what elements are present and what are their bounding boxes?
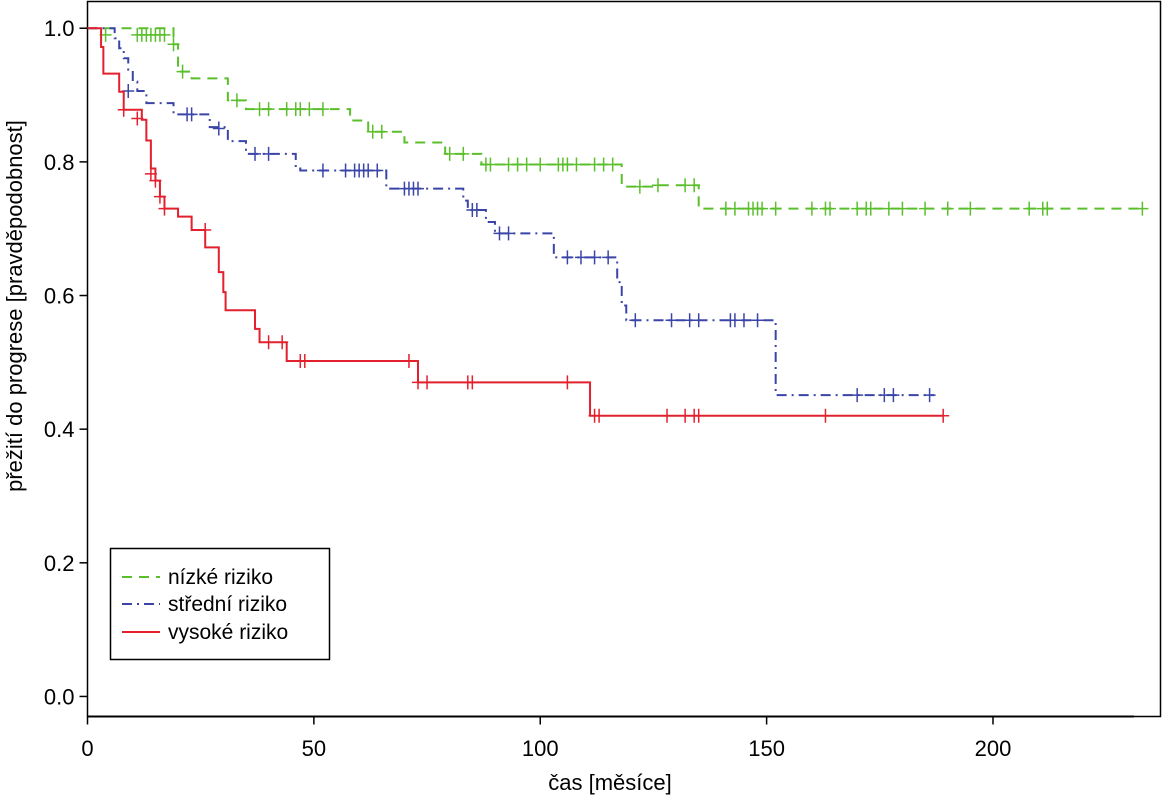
x-tick-label: 150 — [748, 736, 785, 761]
x-tick-label: 0 — [81, 736, 93, 761]
censor-mark-low-risk — [919, 201, 932, 216]
censor-mark-low-risk — [896, 201, 909, 216]
censor-mark-low-risk — [805, 201, 818, 216]
censor-mark-low-risk — [964, 201, 977, 216]
censor-mark-low-risk — [728, 201, 741, 216]
censor-mark-high-risk — [421, 375, 434, 390]
legend-label-medium-risk: střední riziko — [168, 593, 287, 616]
legend: nízké riziko střední riziko vysoké rizik… — [109, 547, 331, 661]
censor-mark-low-risk — [262, 102, 275, 117]
legend-label-low-risk: nízké riziko — [168, 566, 273, 589]
censor-mark-low-risk — [303, 102, 316, 117]
censor-mark-high-risk — [593, 408, 606, 423]
censor-mark-low-risk — [941, 201, 954, 216]
censor-mark-high-risk — [819, 408, 832, 423]
censor-mark-low-risk — [1041, 201, 1054, 216]
y-tick-label: 0.4 — [44, 417, 75, 442]
censor-mark-medium-risk — [316, 163, 329, 178]
series-line-low-risk — [87, 27, 1143, 210]
y-tick-label: 0.8 — [44, 150, 75, 175]
censor-mark-low-risk — [167, 37, 180, 52]
censor-mark-low-risk — [769, 201, 782, 216]
x-tick-label: 200 — [975, 736, 1012, 761]
censor-mark-medium-risk — [249, 146, 262, 161]
x-tick-label: 50 — [302, 736, 326, 761]
censor-mark-high-risk — [692, 408, 705, 423]
legend-label-high-risk: vysoké riziko — [168, 621, 288, 644]
censor-mark-medium-risk — [588, 250, 601, 265]
censor-mark-low-risk — [606, 157, 619, 172]
series-line-medium-risk — [87, 27, 935, 397]
series-layer — [87, 27, 1149, 423]
censor-mark-medium-risk — [602, 250, 615, 265]
censor-mark-low-risk — [1023, 201, 1036, 216]
y-axis-title: přežití do progrese [pravděpodobnost] — [2, 120, 27, 492]
censor-mark-medium-risk — [502, 226, 515, 241]
censor-mark-high-risk — [199, 223, 212, 238]
censor-mark-low-risk — [158, 27, 171, 42]
censor-mark-low-risk — [534, 157, 547, 172]
censor-mark-medium-risk — [737, 313, 750, 328]
censor-mark-low-risk — [823, 201, 836, 216]
censor-mark-high-risk — [561, 375, 574, 390]
censor-mark-low-risk — [520, 157, 533, 172]
censor-mark-high-risk — [937, 408, 950, 423]
censor-mark-low-risk — [176, 64, 189, 79]
censor-mark-high-risk — [153, 189, 166, 204]
series-medium-risk — [87, 27, 936, 403]
censor-mark-low-risk — [316, 102, 329, 117]
censor-mark-low-risk — [1136, 201, 1149, 216]
censor-mark-high-risk — [402, 354, 415, 369]
censor-mark-high-risk — [466, 375, 479, 390]
censor-mark-high-risk — [276, 335, 289, 350]
censor-mark-medium-risk — [751, 313, 764, 328]
censor-mark-high-risk — [661, 408, 674, 423]
series-low-risk — [87, 27, 1149, 216]
censor-mark-medium-risk — [665, 313, 678, 328]
censor-mark-low-risk — [375, 124, 388, 139]
censor-mark-medium-risk — [412, 181, 425, 196]
x-tick-label: 100 — [522, 736, 559, 761]
series-line-high-risk — [87, 27, 944, 417]
censor-mark-low-risk — [230, 93, 243, 108]
censor-mark-high-risk — [149, 173, 162, 188]
axes-layer: 0 50 100 150 200 0.0 0.2 0.4 0.6 0.8 1.0 — [44, 16, 1011, 761]
series-high-risk — [87, 27, 950, 423]
censor-mark-medium-risk — [887, 388, 900, 403]
censor-mark-medium-risk — [692, 313, 705, 328]
censor-mark-high-risk — [298, 354, 311, 369]
x-axis-title: čas [měsíce] — [548, 770, 671, 795]
censor-mark-low-risk — [484, 157, 497, 172]
y-tick-label: 0.6 — [44, 284, 75, 309]
y-tick-label: 1.0 — [44, 16, 75, 41]
censor-mark-low-risk — [864, 201, 877, 216]
censor-mark-low-risk — [688, 178, 701, 193]
y-tick-label: 0.2 — [44, 551, 75, 576]
censor-mark-low-risk — [570, 157, 583, 172]
censor-mark-medium-risk — [851, 388, 864, 403]
censor-mark-high-risk — [262, 335, 275, 350]
censor-mark-high-risk — [158, 201, 171, 216]
censor-mark-low-risk — [651, 178, 664, 193]
censor-mark-medium-risk — [629, 313, 642, 328]
censor-mark-medium-risk — [561, 250, 574, 265]
censor-mark-high-risk — [117, 102, 130, 117]
censor-mark-low-risk — [756, 201, 769, 216]
censor-mark-high-risk — [131, 111, 144, 126]
censor-mark-medium-risk — [923, 388, 936, 403]
censor-mark-medium-risk — [262, 146, 275, 161]
censor-mark-low-risk — [443, 146, 456, 161]
y-tick-label: 0.0 — [44, 684, 75, 709]
censor-mark-medium-risk — [371, 163, 384, 178]
censor-mark-medium-risk — [470, 202, 483, 217]
censor-mark-low-risk — [633, 179, 646, 194]
censor-mark-medium-risk — [185, 107, 198, 122]
censor-mark-low-risk — [882, 201, 895, 216]
censor-mark-medium-risk — [212, 121, 225, 136]
censor-mark-low-risk — [457, 146, 470, 161]
censor-mark-medium-risk — [574, 250, 587, 265]
